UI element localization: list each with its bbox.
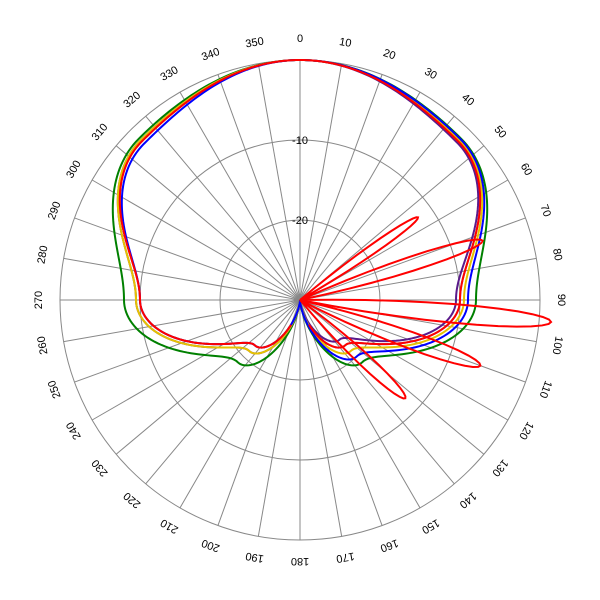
angle-label: 90: [555, 294, 567, 306]
polar-chart: 0102030405060708090100110120130140150160…: [0, 0, 600, 600]
angle-label: 180: [291, 555, 309, 567]
angle-label: 270: [33, 291, 45, 309]
angle-label: 10: [338, 36, 352, 50]
angle-label: 0: [297, 33, 303, 45]
radial-label: -10: [292, 135, 308, 147]
angle-label: 80: [550, 248, 564, 262]
radial-label: -20: [292, 215, 308, 227]
